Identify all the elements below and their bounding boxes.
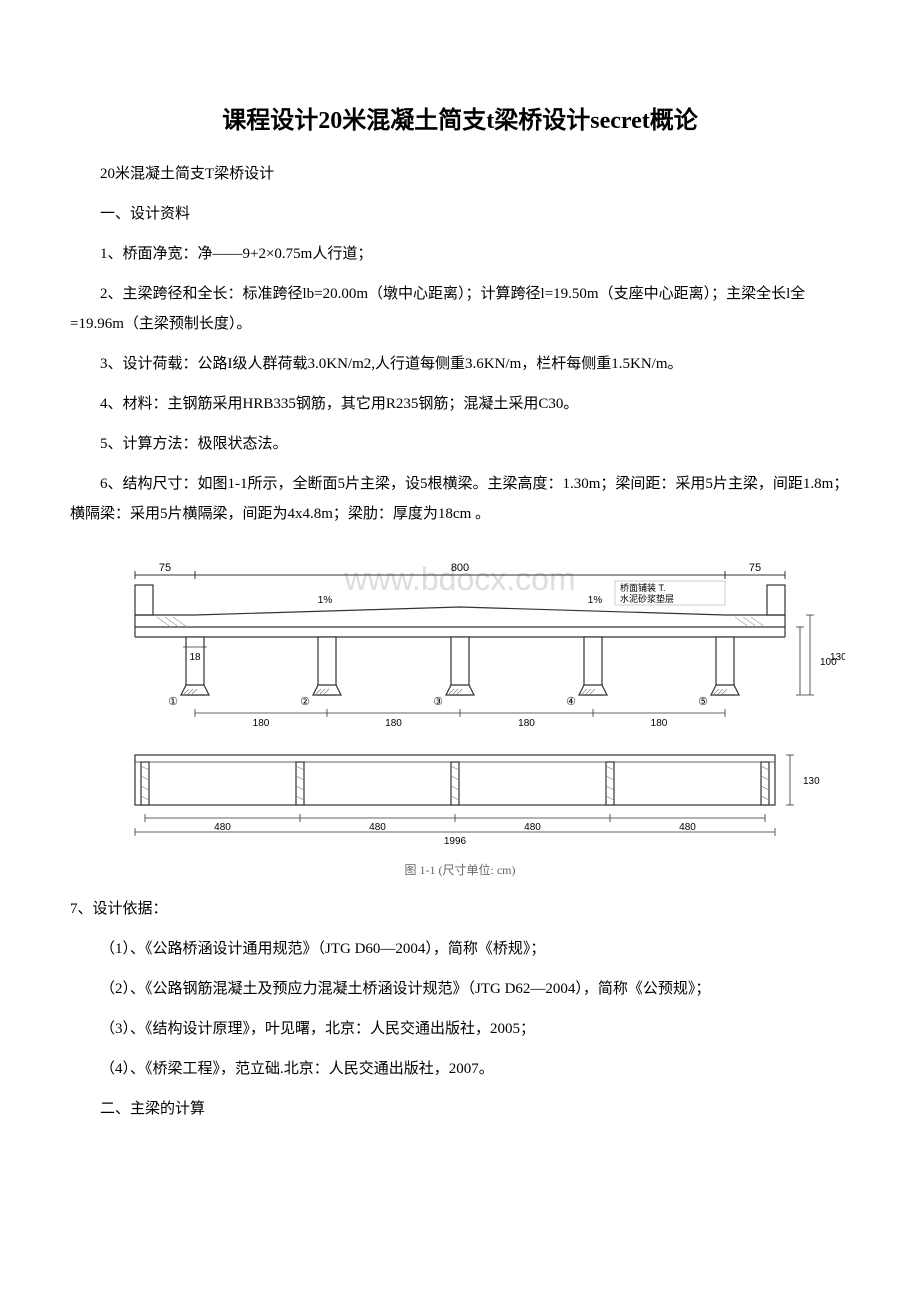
dim-h2: 130 xyxy=(830,652,845,663)
beam-number: ⑤ xyxy=(698,696,708,708)
beam-number: ① xyxy=(168,696,178,708)
beam-spacing-label: 180 xyxy=(253,718,270,729)
section-2-heading: 二、主梁的计算 xyxy=(70,1094,850,1124)
dim-top-left: 75 xyxy=(159,562,171,574)
plan-spacing-label: 480 xyxy=(524,822,541,833)
ref-3: （3）、《结构设计原理》，叶见曙，北京：人民交通出版社，2005； xyxy=(70,1014,850,1044)
item-4: 4、材料：主钢筋采用HRB335钢筋，其它用R235钢筋；混凝土采用C30。 xyxy=(70,389,850,419)
plan-total: 1996 xyxy=(444,836,467,847)
ref-4: （4）、《桥梁工程》，范立础.北京：人民交通出版社，2007。 xyxy=(70,1054,850,1084)
subtitle: 20米混凝土简支T梁桥设计 xyxy=(70,159,850,189)
item-7: 7、设计依据： xyxy=(70,894,850,924)
note-1: 桥面铺装 T. xyxy=(620,582,666,593)
slope-left: 1% xyxy=(318,595,333,606)
plan-spacing-label: 480 xyxy=(214,822,231,833)
plan-view-diagram: 130 480 480 480 480 1996 xyxy=(75,740,845,850)
dim-top-right: 75 xyxy=(749,562,761,574)
beam-spacing-label: 180 xyxy=(651,718,668,729)
figure-1-1: www.bdocx.com 75 800 75 xyxy=(70,545,850,878)
dim-top-mid: 800 xyxy=(451,562,469,574)
beam-number: ② xyxy=(300,696,310,708)
item-2: 2、主梁跨径和全长：标准跨径lb=20.00m（墩中心距离）；计算跨径l=19.… xyxy=(70,279,850,339)
plan-dim-h: 130 xyxy=(803,776,820,787)
section-1-heading: 一、设计资料 xyxy=(70,199,850,229)
beam-number: ④ xyxy=(566,696,576,708)
slope-right: 1% xyxy=(588,595,603,606)
ref-2: （2）、《公路钢筋混凝土及预应力混凝土桥涵设计规范》（JTG D62—2004）… xyxy=(70,974,850,1004)
ref-1: （1）、《公路桥涵设计通用规范》（JTG D60—2004），简称《桥规》； xyxy=(70,934,850,964)
note-2: 水泥砂浆垫层 xyxy=(620,593,674,604)
item-6: 6、结构尺寸：如图1-1所示，全断面5片主梁，设5根横梁。主梁高度：1.30m；… xyxy=(70,469,850,529)
document-title: 课程设计20米混凝土简支t梁桥设计secret概论 xyxy=(70,100,850,135)
beam-number: ③ xyxy=(433,696,443,708)
item-5: 5、计算方法：极限状态法。 xyxy=(70,429,850,459)
plan-spacing-label: 480 xyxy=(679,822,696,833)
cross-section-diagram: www.bdocx.com 75 800 75 xyxy=(75,545,845,735)
item-3: 3、设计荷载：公路I级人群荷载3.0KN/m2,人行道每侧重3.6KN/m，栏杆… xyxy=(70,349,850,379)
figure-caption: 图 1-1 (尺寸单位: cm) xyxy=(70,861,850,878)
plan-spacing-label: 480 xyxy=(369,822,386,833)
beam-spacing-label: 180 xyxy=(385,718,402,729)
item-1: 1、桥面净宽：净——9+2×0.75m人行道； xyxy=(70,239,850,269)
dim-web-width: 18 xyxy=(189,652,201,663)
beam-spacing-label: 180 xyxy=(518,718,535,729)
